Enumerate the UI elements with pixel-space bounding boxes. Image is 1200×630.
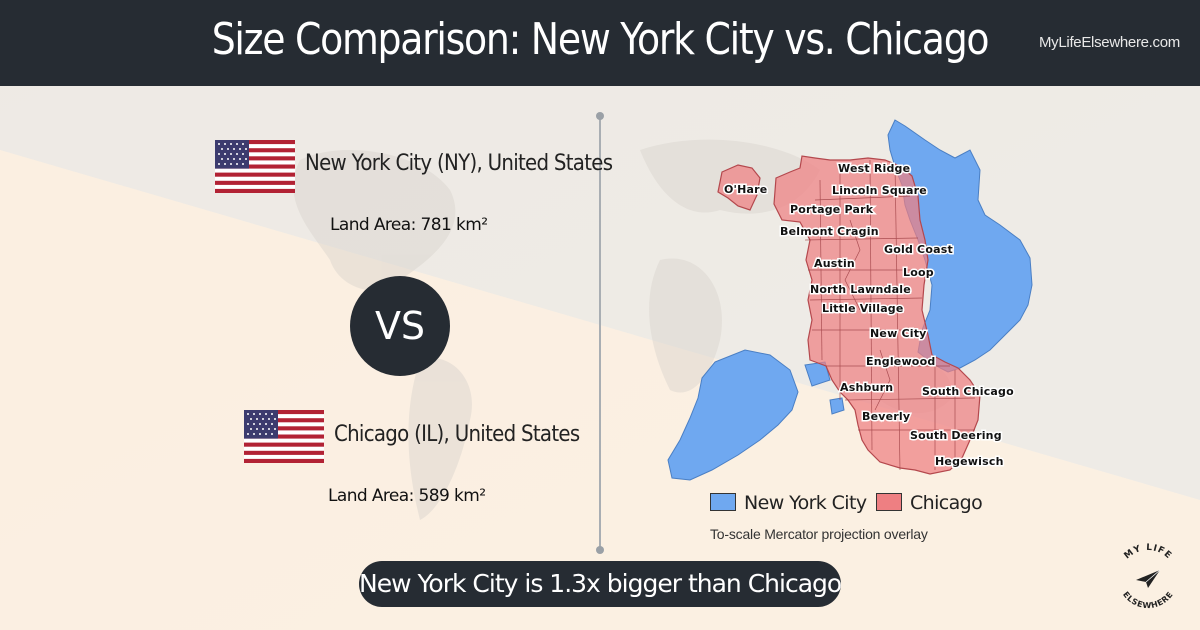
page-title: Size Comparison: New York City vs. Chica… <box>211 14 990 65</box>
legend-swatch-nyc <box>710 493 736 511</box>
overlay-map: West Ridge O'Hare Lincoln Square Portage… <box>667 119 1033 481</box>
city-b-area-label: Land Area: <box>328 486 414 506</box>
nyc-shape-staten-island <box>667 349 799 481</box>
label-austin: Austin <box>814 257 855 270</box>
vs-badge: VS <box>350 276 450 376</box>
legend-label-nyc: New York City <box>744 492 867 514</box>
legend-item-chicago: Chicago <box>876 492 983 514</box>
header-bar: Size Comparison: New York City vs. Chica… <box>0 0 1200 86</box>
label-ashburn: Ashburn <box>840 381 893 394</box>
city-b-name: Chicago (IL), United States <box>334 422 580 447</box>
legend-swatch-chicago <box>876 493 902 511</box>
divider-dot-top <box>596 112 604 120</box>
label-new-city: New City <box>870 327 927 340</box>
label-ohare: O'Hare <box>724 183 767 196</box>
label-south-chicago: South Chicago <box>922 385 1014 398</box>
label-englewood: Englewood <box>866 355 935 368</box>
label-north-lawndale: North Lawndale <box>810 283 911 296</box>
divider-dot-bottom <box>596 546 604 554</box>
label-loop: Loop <box>903 266 934 279</box>
label-little-village: Little Village <box>822 302 904 315</box>
svg-text:MY LIFE: MY LIFE <box>1123 543 1174 562</box>
label-belmont-cragin: Belmont Cragin <box>780 225 879 238</box>
svg-text:ELSEWHERE: ELSEWHERE <box>1121 590 1175 610</box>
paper-plane-icon <box>1136 570 1160 588</box>
legend-label-chicago: Chicago <box>910 492 983 514</box>
city-b-area-value: 589 km² <box>418 486 486 506</box>
label-portage-park: Portage Park <box>790 203 874 216</box>
map-caption: To-scale Mercator projection overlay <box>710 526 928 542</box>
city-b-area: Land Area: 589 km² <box>328 486 486 506</box>
logo-text-bottom: ELSEWHERE <box>1121 590 1174 610</box>
label-hegewisch: Hegewisch <box>935 455 1004 468</box>
mylifeelsewhere-logo: MY LIFE ELSEWHERE <box>1121 543 1175 610</box>
city-a-area: Land Area: 781 km² <box>330 215 488 235</box>
label-west-ridge: West Ridge <box>838 162 910 175</box>
label-gold-coast: Gold Coast <box>884 243 953 256</box>
us-flag-icon <box>244 410 324 463</box>
legend-item-nyc: New York City <box>710 492 867 514</box>
chicago-shape <box>717 155 981 475</box>
nyc-shape-islet <box>829 397 845 415</box>
site-name[interactable]: MyLifeElsewhere.com <box>1038 34 1180 51</box>
us-flag-icon <box>215 140 295 193</box>
label-south-deering: South Deering <box>910 429 1002 442</box>
city-a-name: New York City (NY), United States <box>305 151 613 176</box>
label-beverly: Beverly <box>862 410 910 423</box>
center-divider <box>596 112 604 554</box>
label-lincoln-square: Lincoln Square <box>832 184 927 197</box>
city-a-area-label: Land Area: <box>330 215 416 235</box>
city-a-area-value: 781 km² <box>420 215 488 235</box>
logo-text-top: MY LIFE <box>1123 543 1173 562</box>
summary-banner: New York City is 1.3x bigger than Chicag… <box>359 561 842 607</box>
